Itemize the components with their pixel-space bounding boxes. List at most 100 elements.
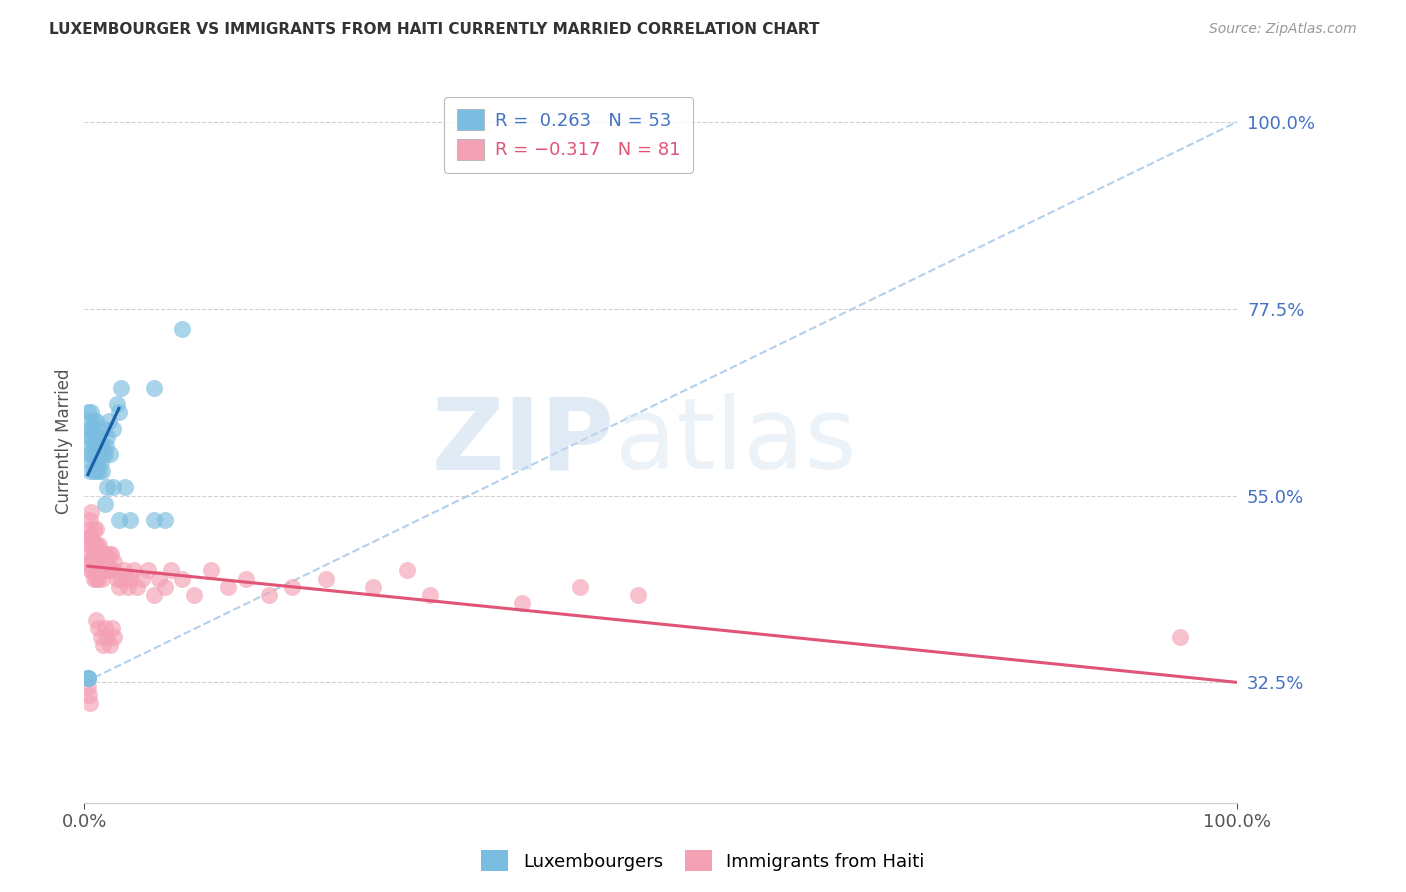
- Point: [77, 688, 100, 702]
- Point: [86, 455, 108, 469]
- Point: [79, 513, 101, 527]
- Point: [100, 547, 122, 561]
- Point: [89, 538, 111, 552]
- Point: [79, 414, 101, 428]
- Point: [83, 414, 105, 428]
- Point: [183, 588, 205, 602]
- Point: [315, 572, 337, 586]
- Point: [82, 422, 104, 436]
- Point: [110, 572, 132, 586]
- Point: [90, 572, 112, 586]
- Point: [98, 638, 121, 652]
- Point: [84, 547, 107, 561]
- Point: [94, 621, 117, 635]
- Point: [87, 447, 110, 461]
- Point: [79, 464, 101, 478]
- Point: [114, 480, 136, 494]
- Point: [103, 555, 125, 569]
- Point: [87, 621, 110, 635]
- Point: [91, 447, 114, 461]
- Point: [80, 530, 103, 544]
- Point: [83, 522, 105, 536]
- Point: [96, 439, 118, 453]
- Point: [103, 480, 124, 494]
- Point: [281, 580, 304, 594]
- Text: ZIP: ZIP: [432, 393, 614, 490]
- Point: [80, 455, 103, 469]
- Point: [83, 572, 105, 586]
- Point: [142, 513, 165, 527]
- Point: [91, 563, 114, 577]
- Point: [84, 464, 107, 478]
- Point: [148, 572, 170, 586]
- Point: [76, 671, 98, 685]
- Point: [84, 414, 107, 428]
- Text: atlas: atlas: [614, 393, 856, 490]
- Point: [91, 638, 114, 652]
- Point: [419, 588, 441, 602]
- Point: [79, 439, 101, 453]
- Text: Source: ZipAtlas.com: Source: ZipAtlas.com: [1209, 22, 1357, 37]
- Point: [89, 455, 111, 469]
- Point: [172, 572, 194, 586]
- Point: [86, 563, 108, 577]
- Point: [76, 555, 98, 569]
- Point: [83, 538, 105, 552]
- Point: [86, 430, 108, 444]
- Point: [86, 538, 108, 552]
- Point: [96, 480, 118, 494]
- Point: [79, 696, 101, 710]
- Point: [117, 580, 139, 594]
- Point: [90, 547, 112, 561]
- Point: [97, 414, 120, 428]
- Point: [112, 563, 135, 577]
- Point: [96, 555, 118, 569]
- Point: [90, 464, 112, 478]
- Point: [257, 588, 280, 602]
- Point: [110, 380, 132, 394]
- Point: [569, 580, 592, 594]
- Point: [103, 422, 124, 436]
- Point: [108, 580, 131, 594]
- Point: [76, 530, 98, 544]
- Point: [218, 580, 240, 594]
- Point: [120, 513, 142, 527]
- Point: [76, 680, 98, 694]
- Point: [131, 572, 153, 586]
- Point: [93, 555, 115, 569]
- Point: [77, 522, 100, 536]
- Point: [89, 439, 111, 453]
- Point: [83, 563, 105, 577]
- Point: [96, 563, 118, 577]
- Point: [627, 588, 650, 602]
- Point: [89, 630, 111, 644]
- Point: [79, 538, 101, 552]
- Point: [84, 439, 107, 453]
- Point: [120, 572, 142, 586]
- Point: [80, 555, 103, 569]
- Point: [172, 322, 194, 336]
- Point: [96, 430, 118, 444]
- Point: [235, 572, 257, 586]
- Point: [80, 430, 103, 444]
- Point: [94, 547, 117, 561]
- Point: [396, 563, 419, 577]
- Point: [136, 563, 159, 577]
- Point: [80, 505, 103, 519]
- Point: [89, 563, 111, 577]
- Point: [89, 555, 111, 569]
- Point: [361, 580, 384, 594]
- Point: [142, 380, 165, 394]
- Point: [142, 588, 165, 602]
- Point: [94, 497, 117, 511]
- Point: [96, 630, 118, 644]
- Point: [76, 671, 98, 685]
- Point: [77, 422, 100, 436]
- Legend: R =  0.263   N = 53, R = −0.317   N = 81: R = 0.263 N = 53, R = −0.317 N = 81: [444, 96, 693, 172]
- Point: [153, 513, 176, 527]
- Point: [89, 464, 111, 478]
- Point: [82, 538, 104, 552]
- Point: [153, 580, 176, 594]
- Point: [83, 455, 105, 469]
- Point: [103, 563, 124, 577]
